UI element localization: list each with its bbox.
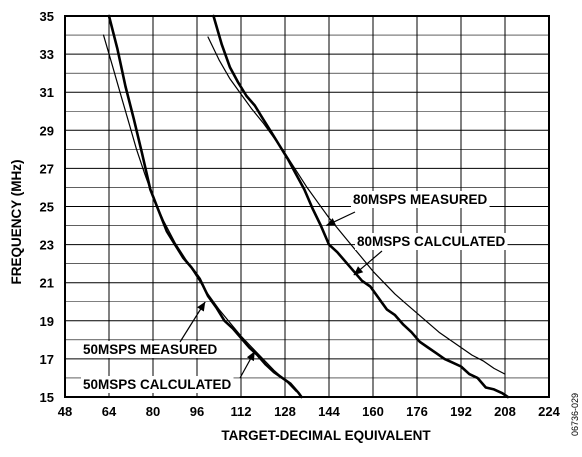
y-tick-label: 17 <box>40 352 54 367</box>
y-tick-label: 19 <box>40 314 54 329</box>
x-tick-label: 192 <box>450 404 472 419</box>
x-tick-label: 96 <box>190 404 204 419</box>
tick-labels: 48 64 80 96 112 128 144 160 176 192 208 224 15 17 19 21… <box>40 9 561 419</box>
y-tick-label: 33 <box>40 47 54 62</box>
x-tick-label: 176 <box>406 404 428 419</box>
y-tick-label: 29 <box>40 123 54 138</box>
y-axis-title: FREQUENCY (MHz) <box>9 159 24 284</box>
series-line <box>107 14 303 399</box>
x-tick-label: 208 <box>494 404 516 419</box>
annotation-label: 50MSPS MEASURED <box>83 342 218 357</box>
x-tick-label: 144 <box>318 404 340 419</box>
x-tick-label: 80 <box>146 404 160 419</box>
annotation-arrowhead <box>197 301 206 312</box>
x-tick-label: 112 <box>231 404 252 419</box>
figure-id: 06736-029 <box>570 393 580 436</box>
plot-frame <box>64 15 550 398</box>
series-line <box>102 34 297 392</box>
y-tick-label: 25 <box>40 200 54 215</box>
annotation-label-bg <box>81 376 234 393</box>
y-tick-label: 23 <box>40 238 54 253</box>
series-layer <box>102 14 510 399</box>
y-tick-label: 21 <box>40 276 54 291</box>
annotation-label: 80MSPS CALCULATED <box>357 234 506 249</box>
annotations: 80MSPS MEASURED 80MSPS CALCULATED 50MSPS M… <box>81 191 508 393</box>
y-tick-label: 15 <box>40 390 54 405</box>
x-axis-title: TARGET-DECIMAL EQUIVALENT <box>221 428 431 443</box>
series-line <box>212 14 510 399</box>
x-tick-label: 224 <box>538 404 560 419</box>
annotation-arrowhead <box>246 351 255 362</box>
y-tick-label: 27 <box>40 161 54 176</box>
y-tick-label: 35 <box>40 9 54 24</box>
y-tick-label: 31 <box>40 85 54 100</box>
annotation-label: 50MSPS CALCULATED <box>83 377 232 392</box>
annotation-label-bg <box>81 341 220 358</box>
annotation-label-bg <box>351 191 490 208</box>
annotation-arrowhead <box>353 266 364 276</box>
annotation-arrowhead <box>326 218 337 226</box>
x-tick-label: 128 <box>274 404 296 419</box>
x-tick-label: 64 <box>102 404 117 419</box>
series-line <box>207 36 506 375</box>
x-tick-label: 160 <box>362 404 384 419</box>
annotation-label-bg <box>355 233 508 250</box>
annotation-label: 80MSPS MEASURED <box>353 192 488 207</box>
x-tick-label: 48 <box>58 404 72 419</box>
